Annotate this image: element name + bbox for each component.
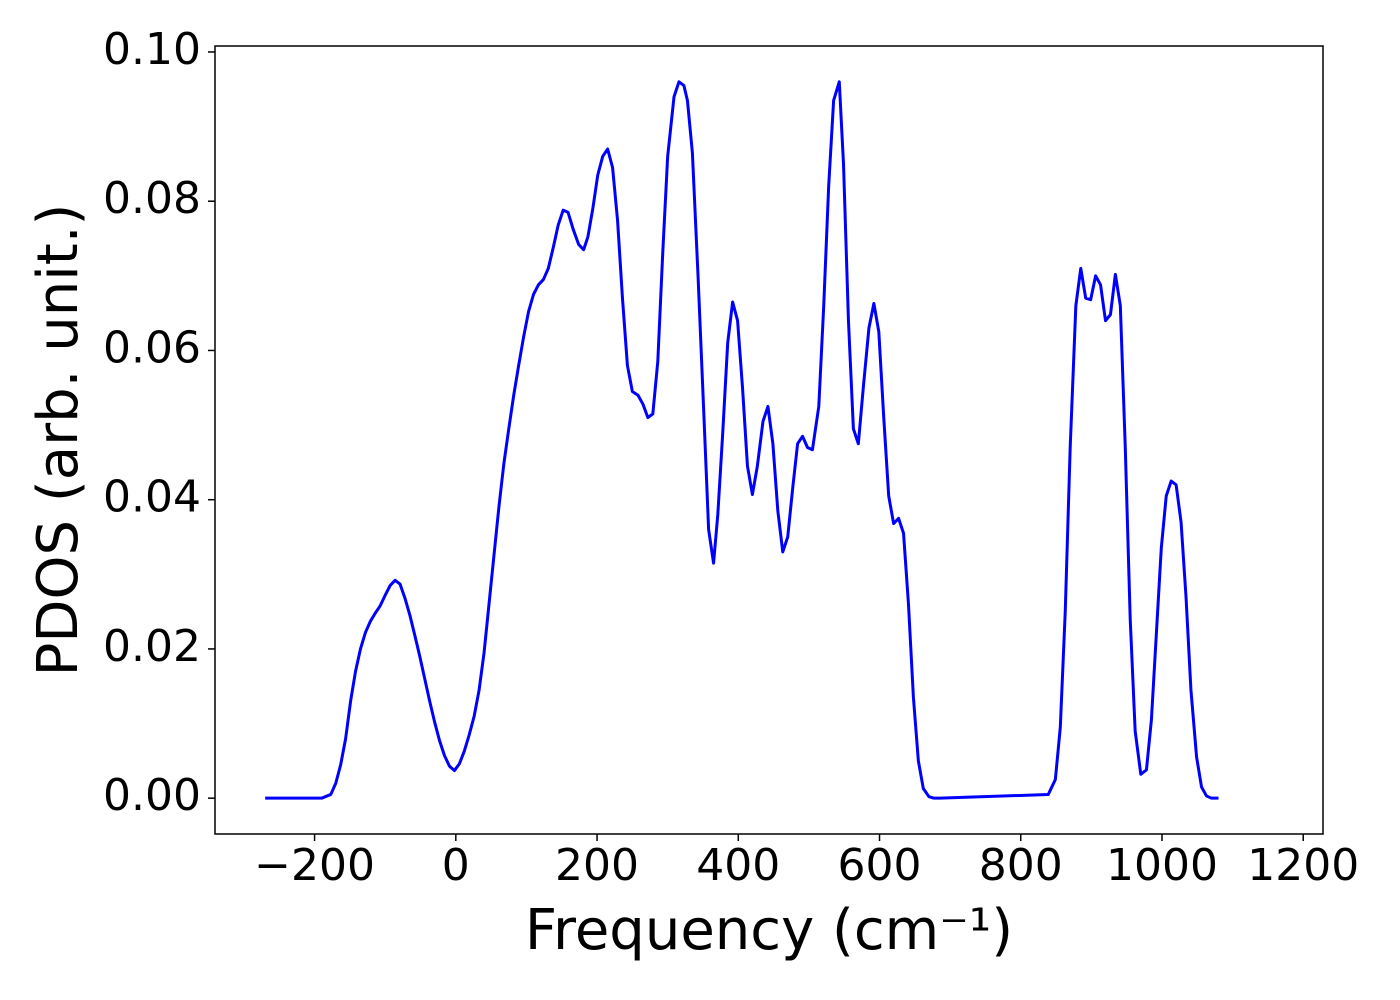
y-tick-label: 0.04: [103, 472, 201, 523]
y-tick-label: 0.02: [103, 621, 201, 672]
x-tick-label: 1200: [1247, 840, 1359, 891]
x-tick-label: 600: [838, 840, 922, 891]
plot-frame: [214, 45, 1324, 835]
y-tick-label: 0.10: [103, 24, 201, 75]
x-tick-label: 1000: [1106, 840, 1218, 891]
y-axis-label: PDOS (arb. unit.): [26, 204, 91, 677]
x-axis-label: Frequency (cm⁻¹): [525, 898, 1013, 963]
x-tick-label: 800: [979, 840, 1063, 891]
x-tick-label: 400: [696, 840, 780, 891]
y-tick-label: 0.08: [103, 173, 201, 224]
data-line: [265, 80, 1219, 800]
x-tick-label: −200: [254, 840, 375, 891]
y-tick-label: 0.06: [103, 322, 201, 373]
y-tick-label: 0.00: [103, 770, 201, 821]
x-tick-label: 200: [555, 840, 639, 891]
x-tick-label: 0: [442, 840, 470, 891]
